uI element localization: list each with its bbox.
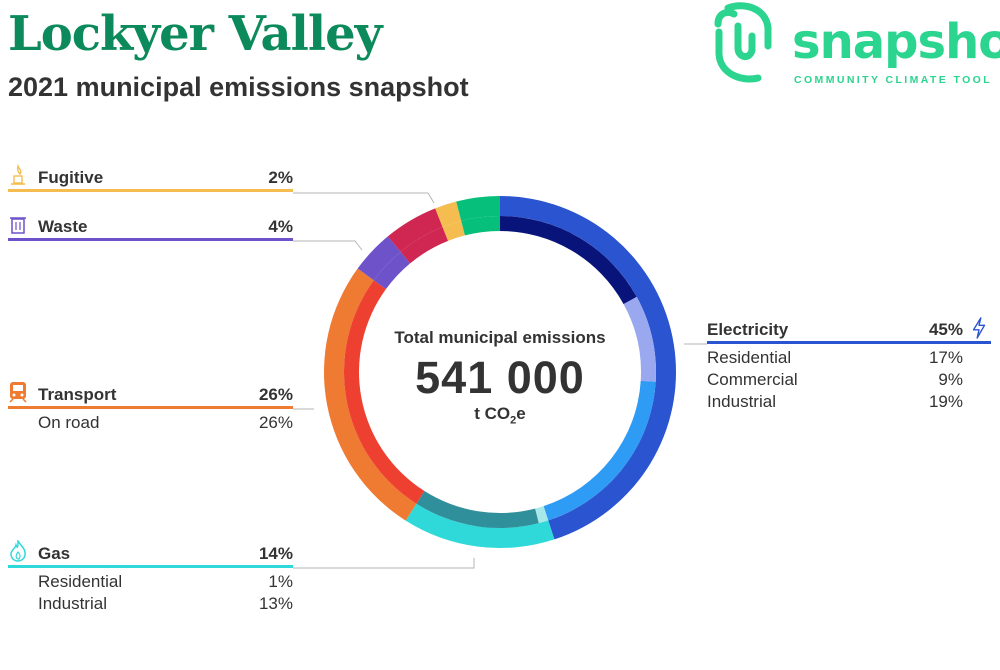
trash-bin-icon xyxy=(10,217,26,234)
transport-label: Transport xyxy=(38,385,117,404)
gas-flame-icon xyxy=(11,164,25,185)
donut-inner-slice-other-4 xyxy=(400,226,449,264)
category-fugitive: Fugitive 2% xyxy=(8,164,293,192)
donut-slice-other-6 xyxy=(456,196,500,221)
transport-percent: 26% xyxy=(258,385,293,404)
leader-lines xyxy=(293,192,707,569)
transport-sub-on-road: On road 26% xyxy=(38,413,293,432)
electricity-sub-commercial: Commercial 9% xyxy=(707,370,963,389)
donut-sub-slice-electricity-residential xyxy=(500,216,637,305)
donut-sub-slice-electricity-commercial xyxy=(623,296,656,382)
waste-percent: 4% xyxy=(268,217,293,236)
donut-sub-slice-transport-on-road xyxy=(344,280,425,504)
donut-slice-gas-1 xyxy=(405,503,555,548)
donut-slice-electricity-0 xyxy=(500,196,676,540)
logo-wordmark: snapshot xyxy=(792,14,1000,70)
electricity-percent: 45% xyxy=(928,320,963,339)
lightning-icon xyxy=(972,317,986,339)
donut-inner-slice-fugitive-5 xyxy=(442,220,465,241)
total-value: 541 000 xyxy=(415,352,585,403)
gas-sub-residential: Residential 1% xyxy=(38,572,293,591)
page-title: Lockyer Valley xyxy=(8,6,383,62)
electricity-underline xyxy=(707,341,991,344)
logo-tagline: COMMUNITY CLIMATE TOOL xyxy=(794,74,993,86)
donut-inner-slice-other-6 xyxy=(461,216,500,236)
donut-slice-other-4 xyxy=(387,208,443,252)
leader-line-waste xyxy=(293,240,363,251)
electricity-sub-industrial: Industrial 19% xyxy=(707,392,963,411)
gas-label: Gas xyxy=(38,544,71,563)
donut-slice-transport-2 xyxy=(323,268,417,521)
category-waste: Waste 4% xyxy=(8,213,293,241)
transport-underline xyxy=(8,406,293,409)
category-gas: Gas 14% Residential 1% Industrial 13% xyxy=(8,540,293,613)
donut-slice-waste-3 xyxy=(357,236,401,281)
fugitive-underline xyxy=(8,189,293,192)
electricity-sub-residential: Residential 17% xyxy=(707,348,963,367)
donut-slice-fugitive-5 xyxy=(435,201,462,227)
gas-underline xyxy=(8,565,293,568)
flame-icon xyxy=(10,540,26,562)
category-electricity: Electricity 45% Residential 17% Commerci… xyxy=(707,316,991,411)
train-icon xyxy=(9,382,27,403)
total-label: Total municipal emissions xyxy=(394,328,606,347)
page-subtitle: 2021 municipal emissions snapshot xyxy=(8,72,469,102)
fugitive-label: Fugitive xyxy=(38,168,104,187)
leader-line-gas xyxy=(293,558,475,569)
donut-sub-slice-gas-residential xyxy=(535,506,549,524)
total-unit: t CO2e xyxy=(474,404,526,427)
waste-underline xyxy=(8,238,293,241)
fugitive-percent: 2% xyxy=(268,168,293,187)
donut-inner-slice-waste-3 xyxy=(373,251,411,290)
snapshot-logo: snapshot COMMUNITY CLIMATE TOOL xyxy=(714,0,1000,90)
category-transport: Transport 26% On road 26% xyxy=(8,381,293,432)
snapshot-logo-icon xyxy=(714,2,772,83)
donut-sub-slice-gas-industrial xyxy=(416,491,539,528)
electricity-label: Electricity xyxy=(707,320,789,339)
gas-sub-industrial: Industrial 13% xyxy=(38,594,293,613)
waste-label: Waste xyxy=(38,217,88,236)
leader-line-fugitive xyxy=(293,192,435,204)
donut-sub-slice-electricity-industrial xyxy=(543,380,656,521)
gas-percent: 14% xyxy=(258,544,293,563)
